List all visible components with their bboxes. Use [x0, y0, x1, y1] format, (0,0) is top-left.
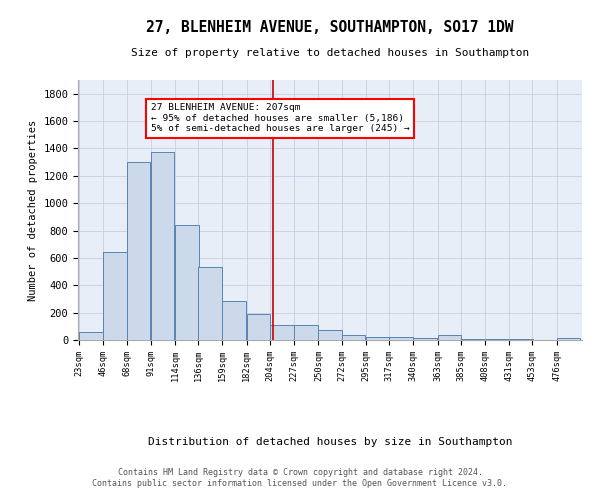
Bar	[437, 335, 461, 340]
Bar	[461, 338, 484, 340]
Bar	[557, 338, 580, 340]
Text: 27, BLENHEIM AVENUE, SOUTHAMPTON, SO17 1DW: 27, BLENHEIM AVENUE, SOUTHAMPTON, SO17 1…	[146, 20, 514, 35]
Bar	[413, 338, 437, 340]
Bar	[198, 268, 222, 340]
Bar	[127, 162, 150, 340]
Bar	[151, 152, 175, 340]
X-axis label: Distribution of detached houses by size in Southampton: Distribution of detached houses by size …	[148, 437, 512, 447]
Bar	[79, 332, 103, 340]
Bar	[270, 325, 293, 340]
Bar	[175, 225, 199, 340]
Text: Size of property relative to detached houses in Southampton: Size of property relative to detached ho…	[131, 48, 529, 58]
Bar	[389, 336, 413, 340]
Bar	[294, 325, 318, 340]
Bar	[485, 338, 509, 340]
Text: Contains HM Land Registry data © Crown copyright and database right 2024.
Contai: Contains HM Land Registry data © Crown c…	[92, 468, 508, 487]
Bar	[247, 314, 271, 340]
Bar	[319, 330, 342, 340]
Bar	[366, 336, 389, 340]
Text: 27 BLENHEIM AVENUE: 207sqm
← 95% of detached houses are smaller (5,186)
5% of se: 27 BLENHEIM AVENUE: 207sqm ← 95% of deta…	[151, 104, 410, 133]
Y-axis label: Number of detached properties: Number of detached properties	[28, 120, 38, 300]
Bar	[103, 252, 127, 340]
Bar	[223, 301, 246, 340]
Bar	[341, 335, 365, 340]
